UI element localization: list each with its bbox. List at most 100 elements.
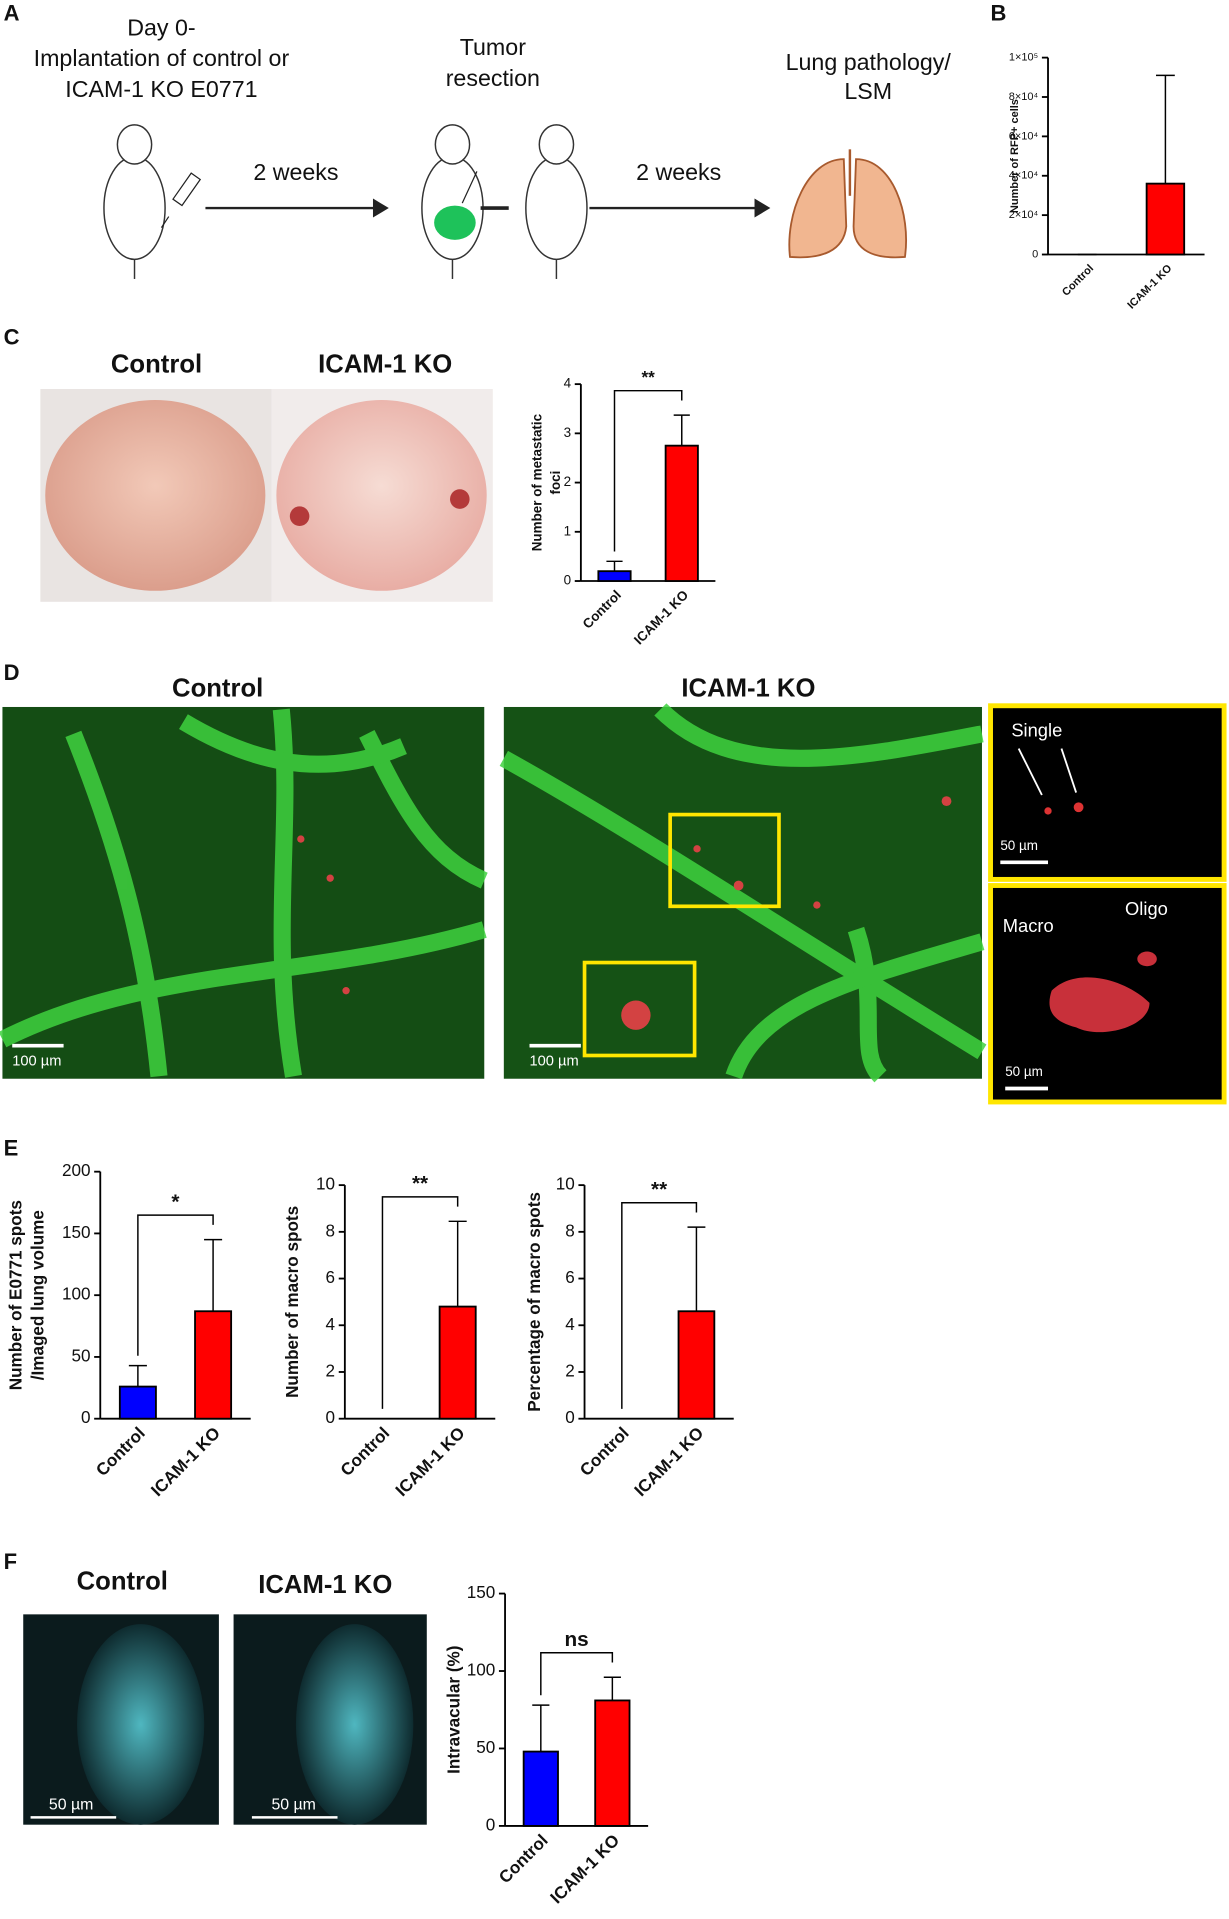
- cell: [1073, 802, 1084, 813]
- x-tick-label: ICAM-1 KO: [147, 1424, 224, 1501]
- x-tick-label: Control: [576, 1424, 632, 1480]
- bar: [522, 1750, 559, 1827]
- y-axis-label: Intravacular (%): [444, 1646, 463, 1774]
- scale-text: 50 µm: [49, 1796, 93, 1813]
- significance-bracket: [540, 1652, 614, 1696]
- y-tick-label: 2: [326, 1361, 336, 1380]
- y-axis-label: foci: [548, 471, 563, 495]
- focus: [450, 489, 470, 509]
- y-tick-label: 0: [81, 1408, 91, 1427]
- significance-bracket: [613, 389, 683, 552]
- vessel: [77, 1624, 205, 1825]
- x-tick-label: ICAM-1 KO: [547, 1831, 624, 1908]
- interval-text: 2 weeks: [253, 159, 338, 185]
- significance-bracket: [621, 1201, 698, 1409]
- y-axis-label: Number of RFP+ cells: [1009, 99, 1021, 213]
- significance-bracket: [137, 1214, 214, 1356]
- inset-text: Oligo: [1125, 898, 1168, 919]
- step-text: Tumor: [460, 34, 526, 60]
- y-tick-label: 6×10⁴: [1009, 130, 1039, 142]
- step-text: Implantation of control or: [34, 45, 290, 71]
- cell: [1044, 807, 1052, 815]
- significance-label: ns: [564, 1628, 588, 1651]
- image-title: ICAM-1 KO: [318, 351, 452, 379]
- scale-text: 50 µm: [1005, 1064, 1043, 1079]
- y-tick-label: 1×10⁵: [1009, 52, 1038, 64]
- y-tick-label: 0: [564, 573, 571, 588]
- x-tick-label: ICAM-1 KO: [1125, 262, 1174, 311]
- oligo-cluster: [1137, 951, 1157, 967]
- arrow: [461, 171, 478, 204]
- vessels: [499, 703, 987, 1083]
- y-tick-label: 50: [71, 1346, 90, 1365]
- scale-text: 100 µm: [12, 1053, 61, 1069]
- panel-label: B: [991, 1, 1007, 26]
- y-tick-label: 4: [564, 376, 572, 391]
- panel-label: A: [4, 1, 20, 26]
- y-tick-label: 1: [564, 523, 571, 538]
- bar: [594, 1699, 631, 1827]
- image-title: Control: [77, 1567, 168, 1595]
- inset: [988, 703, 1227, 882]
- interval-text: 2 weeks: [636, 159, 721, 185]
- bar: [194, 1310, 233, 1420]
- inset-text: Macro: [1003, 915, 1054, 936]
- bar: [438, 1305, 477, 1420]
- y-tick-label: 100: [62, 1285, 91, 1304]
- x-tick-label: Control: [580, 587, 624, 631]
- y-tick-label: 0: [1032, 248, 1038, 260]
- panel-label: C: [4, 325, 20, 350]
- y-tick-label: 4: [565, 1315, 575, 1334]
- significance-label: **: [412, 1172, 429, 1195]
- y-tick-label: 8: [326, 1221, 336, 1240]
- bar: [677, 1310, 716, 1420]
- y-tick-label: 8: [565, 1221, 575, 1240]
- panel-label: F: [4, 1549, 17, 1574]
- y-tick-label: 150: [62, 1223, 91, 1242]
- scale-text: 50 µm: [1000, 838, 1038, 853]
- y-axis-label: Number of macro spots: [283, 1206, 302, 1398]
- y-tick-label: 0: [565, 1408, 575, 1427]
- x-tick-label: ICAM-1 KO: [392, 1424, 469, 1501]
- y-tick-label: 4×10⁴: [1009, 170, 1039, 182]
- y-tick-label: 0: [486, 1815, 496, 1834]
- bar: [664, 444, 699, 582]
- inset-text: Single: [1011, 719, 1062, 740]
- y-tick-label: 6: [326, 1268, 336, 1287]
- lung-icon: [788, 158, 907, 259]
- y-tick-label: 3: [564, 425, 571, 440]
- y-axis-label: Percentage of macro spots: [525, 1192, 544, 1412]
- step-text: LSM: [844, 78, 892, 104]
- arrows: [1017, 748, 1078, 796]
- scale-text: 50 µm: [271, 1796, 315, 1813]
- vessels: [0, 708, 488, 1078]
- lsm-image: [2, 706, 485, 1079]
- x-tick-label: Control: [495, 1831, 551, 1887]
- x-tick-label: ICAM-1 KO: [631, 1424, 708, 1501]
- bar: [118, 1385, 157, 1420]
- x-tick-label: ICAM-1 KO: [631, 587, 691, 647]
- step-text: Lung pathology/: [786, 49, 952, 75]
- step-text: resection: [446, 65, 540, 91]
- schematic: Day 0- Implantation of control or ICAM-1…: [34, 15, 952, 185]
- image-title: ICAM-1 KO: [258, 1571, 392, 1599]
- y-tick-label: 8×10⁴: [1009, 91, 1039, 103]
- y-tick-label: 100: [467, 1661, 496, 1680]
- y-tick-label: 10: [316, 1175, 335, 1194]
- y-tick-label: 50: [476, 1738, 495, 1757]
- scale-text: 100 µm: [530, 1053, 579, 1069]
- bar: [1145, 182, 1186, 256]
- arrows: [205, 198, 771, 218]
- y-tick-label: 0: [326, 1408, 336, 1427]
- tumor: [434, 205, 476, 240]
- step-text: ICAM-1 KO E0771: [65, 76, 257, 102]
- y-tick-label: 150: [467, 1583, 496, 1602]
- cells: [297, 796, 952, 1030]
- x-tick-label: Control: [1060, 262, 1096, 298]
- significance-label: **: [651, 1178, 668, 1201]
- x-tick-label: Control: [337, 1424, 393, 1480]
- zoom-box: [668, 812, 781, 909]
- syringe: [160, 172, 202, 228]
- y-tick-label: 2: [564, 474, 571, 489]
- significance-bracket: [381, 1196, 459, 1409]
